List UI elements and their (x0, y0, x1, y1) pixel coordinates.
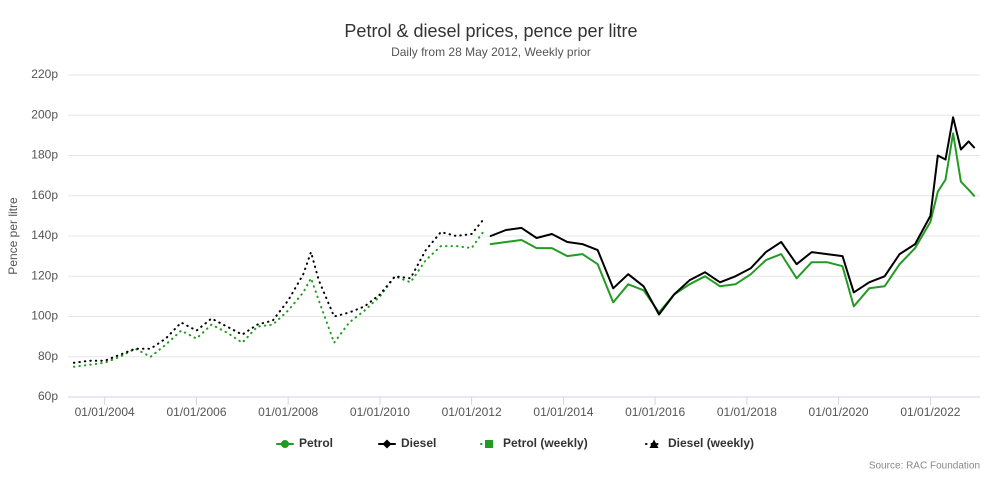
chart-title: Petrol & diesel prices, pence per litre (344, 21, 637, 41)
x-tick-label: 01/01/2016 (625, 405, 685, 419)
x-tick-label: 01/01/2012 (442, 405, 502, 419)
y-axis-title: Pence per litre (6, 197, 20, 275)
legend-item: Diesel (weekly) (645, 436, 754, 450)
x-tick-label: 01/01/2006 (166, 405, 226, 419)
series-line (489, 132, 976, 314)
y-tick-label: 220p (31, 67, 58, 81)
y-tick-label: 60p (38, 389, 58, 403)
x-tick-label: 01/01/2018 (717, 405, 777, 419)
legend-marker (281, 440, 289, 448)
chart-subtitle: Daily from 28 May 2012, Weekly prior (391, 45, 591, 59)
y-tick-label: 180p (31, 148, 58, 162)
x-tick-label: 01/01/2020 (809, 405, 869, 419)
legend-item: Petrol (276, 436, 333, 450)
series-line (72, 218, 485, 364)
series-line (489, 116, 976, 316)
x-tick-label: 01/01/2008 (258, 405, 318, 419)
legend-marker (649, 439, 659, 448)
x-tick-label: 01/01/2014 (533, 405, 593, 419)
y-tick-label: 140p (31, 228, 58, 242)
legend-label: Petrol (weekly) (503, 436, 588, 450)
legend-marker (382, 439, 392, 449)
source: Source: RAC Foundation (869, 461, 980, 472)
x-tick-label: 01/01/2010 (350, 405, 410, 419)
legend-item: Petrol (weekly) (480, 436, 588, 450)
legend-label: Diesel (401, 436, 436, 450)
legend-marker (485, 440, 493, 448)
y-tick-label: 120p (31, 268, 58, 282)
y-tick-label: 160p (31, 188, 58, 202)
y-tick-label: 100p (31, 309, 58, 323)
x-tick-label: 01/01/2022 (900, 405, 960, 419)
y-tick-label: 80p (38, 349, 58, 363)
y-tick-label: 200p (31, 107, 58, 121)
x-tick-label: 01/01/2004 (75, 405, 135, 419)
legend-label: Petrol (299, 436, 333, 450)
legend-item: Diesel (378, 436, 436, 450)
legend-label: Diesel (weekly) (668, 436, 754, 450)
series-line (72, 231, 485, 368)
